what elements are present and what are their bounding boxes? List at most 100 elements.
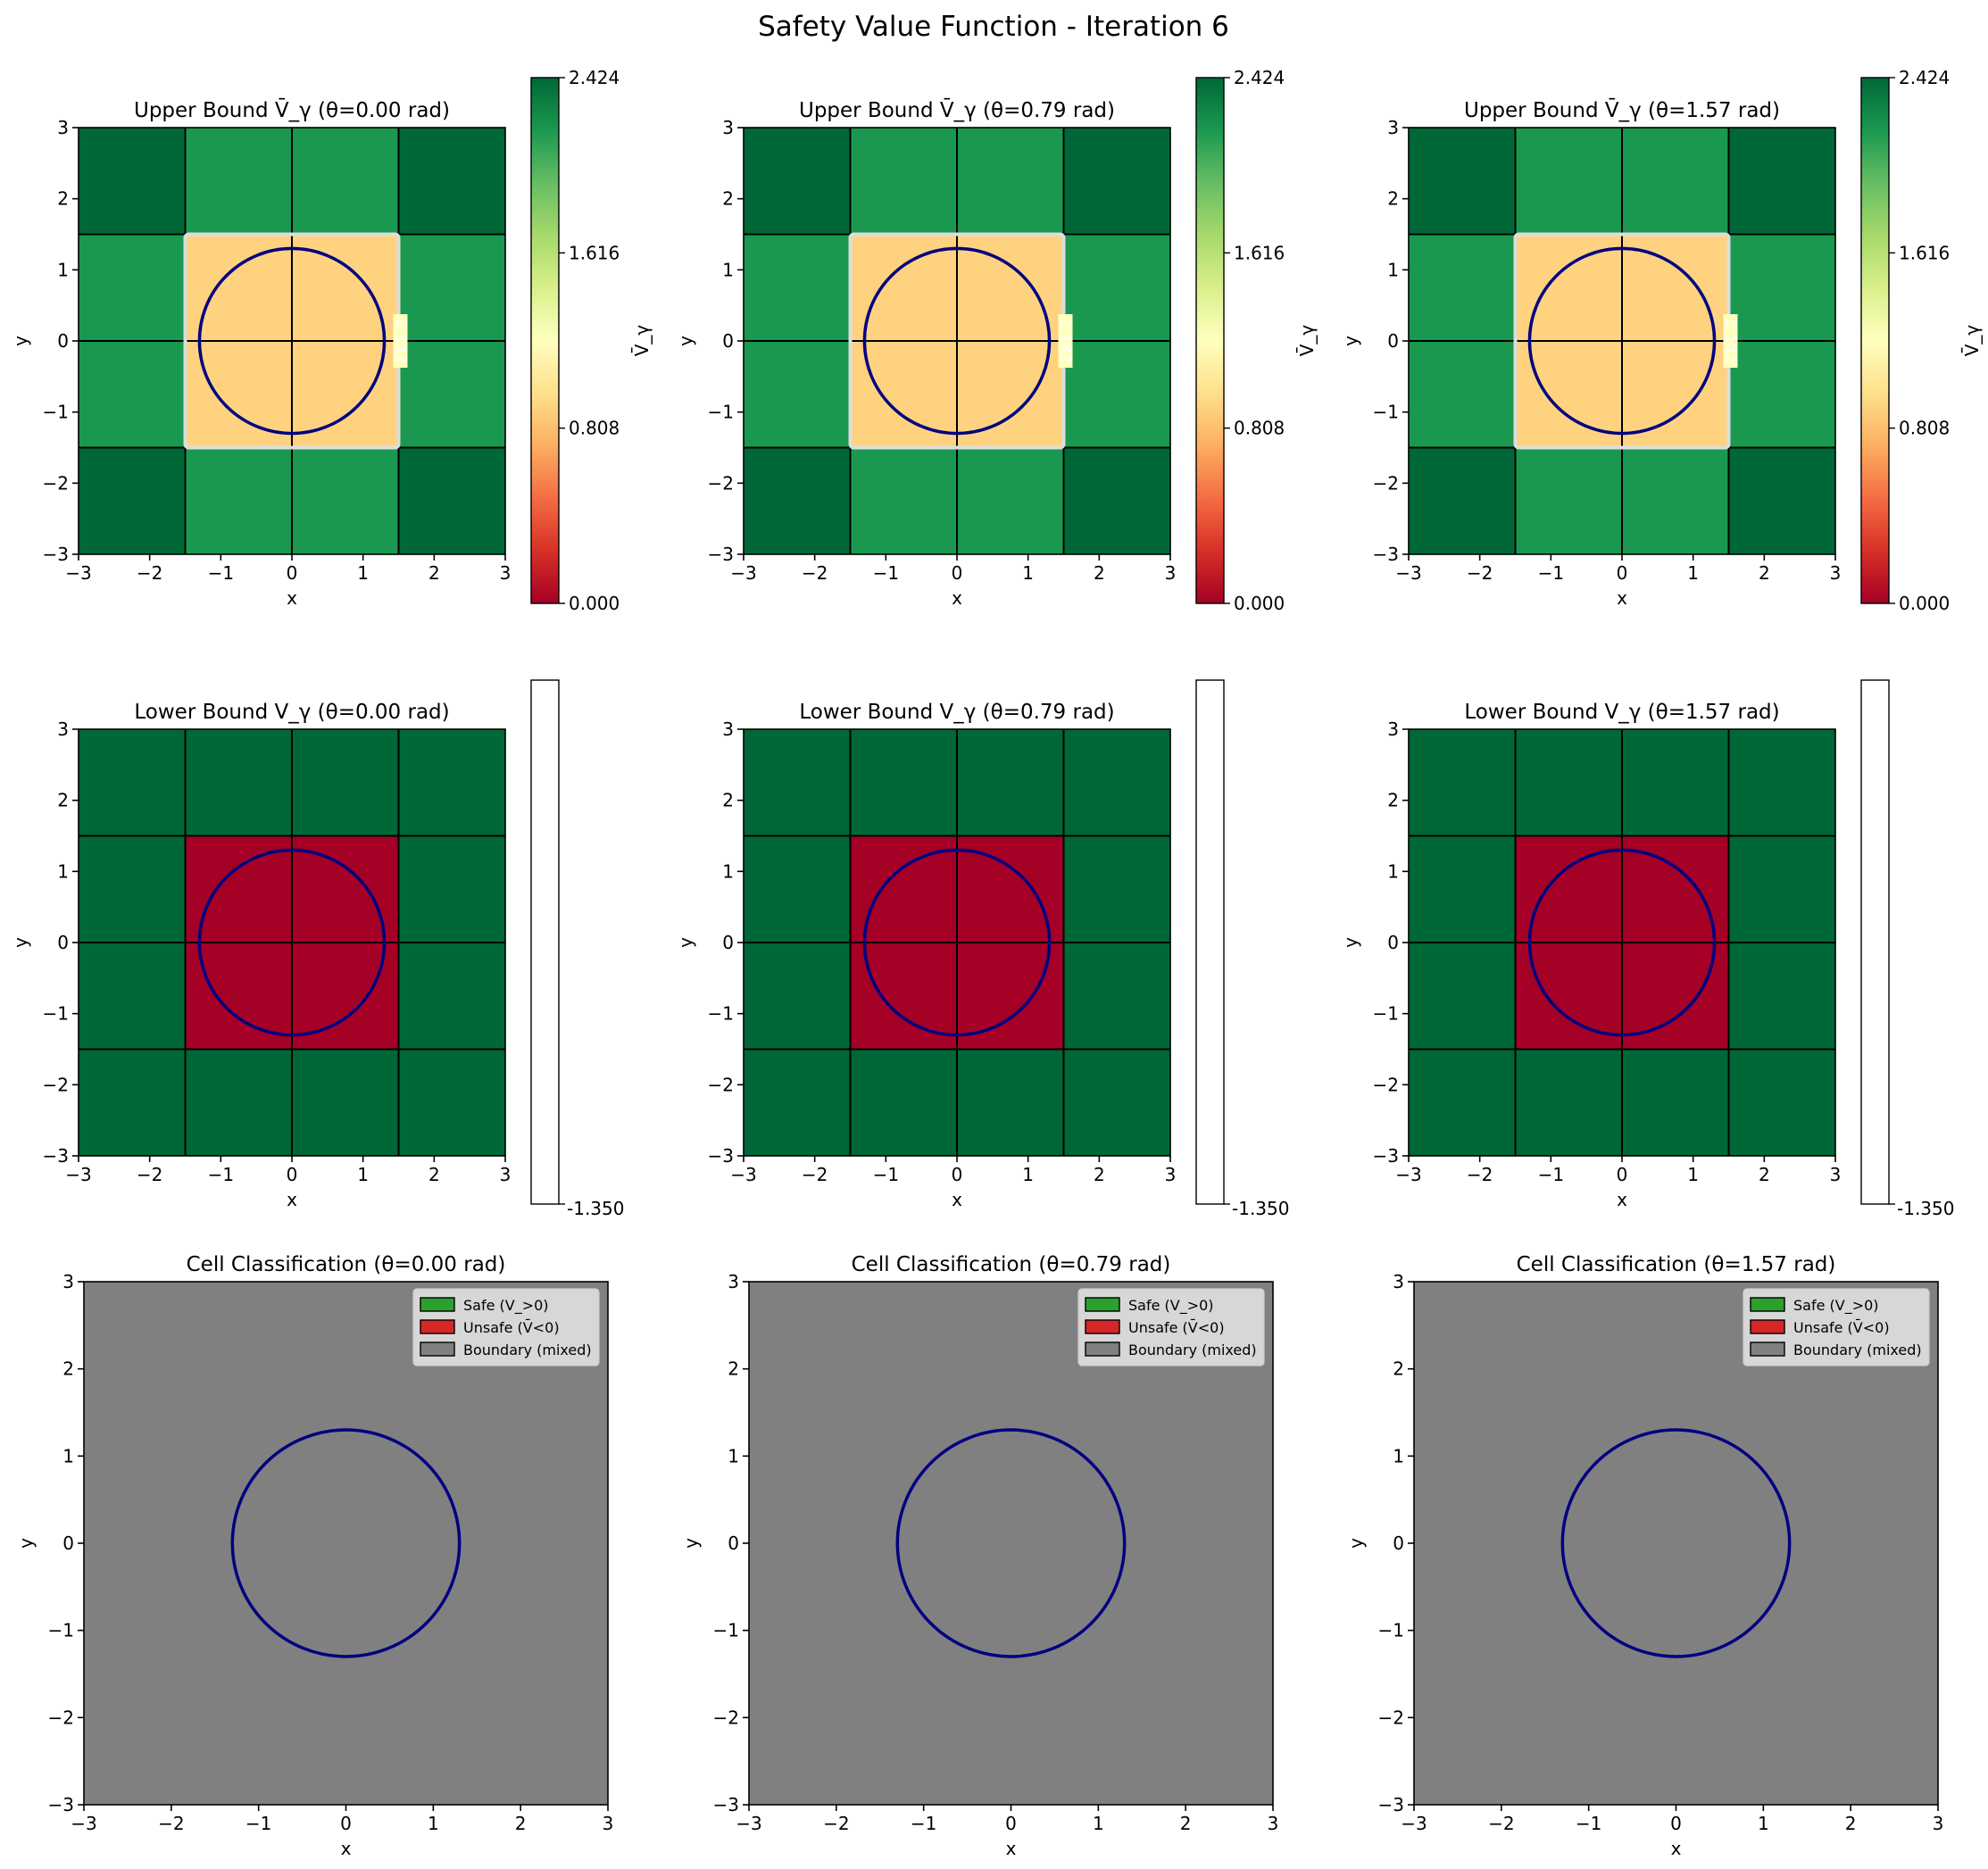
x-tick-label: 1 [1022,1164,1034,1185]
y-tick-label: −1 [708,1003,734,1025]
x-axis-label: x [1617,1189,1627,1210]
obstacle-circle [862,848,1052,1037]
subplot-3: 2.182 −3 −2 −1 0 1 2 3 −3 −2 −1 0 1 2 3 x y Upper Bound V… [1340,67,1983,614]
subplot-9: −3 −2 −1 0 1 2 3 −3 −2 −1 0 1 2 3 x y Cell Classificatio… [1345,1253,1943,1859]
x-tick-label: 2 [515,1813,527,1834]
x-tick-label: −2 [823,1813,849,1834]
x-tick-label: −2 [1488,1813,1514,1834]
legend-boundary-swatch [1085,1342,1120,1357]
legend-safe-label: Safe (V_>0) [463,1297,549,1315]
x-tick-label: 3 [500,562,512,584]
grid-cell [79,234,186,341]
x-tick-label: 3 [1268,1813,1279,1834]
grid-cell [1409,729,1516,836]
y-tick-label: −1 [43,1003,69,1025]
colorbar-tick-label: -1.350 [567,1198,624,1219]
subplot-7: −3 −2 −1 0 1 2 3 −3 −2 −1 0 1 2 3 x y Cell Classificatio… [15,1253,613,1859]
x-tick-label: −3 [1395,1164,1421,1185]
grid-cell [957,729,1064,836]
obstacle-circle [230,1428,462,1658]
x-tick-label: −3 [65,562,91,584]
x-tick-label: 1 [1687,1164,1699,1185]
x-tick-label: 1 [428,1813,439,1834]
x-tick-label: 2 [1845,1813,1857,1834]
y-tick-label: 3 [1393,1271,1404,1292]
grid-cell [744,1049,851,1156]
grid-cell [292,341,399,448]
contour-label-bg [1058,314,1073,368]
y-tick-label: 3 [722,719,734,740]
grid-cell [292,1049,399,1156]
grid-cell [1622,128,1729,235]
x-tick-label: −1 [873,562,899,584]
obstacle-circle [895,1428,1127,1658]
grid-cell [744,943,851,1050]
grid-cell [850,128,957,235]
legend-unsafe-swatch [1085,1319,1120,1334]
x-tick-label: 0 [952,1164,963,1185]
obstacle-circle [197,848,387,1037]
obstacle-circle [1527,848,1717,1037]
grid-cell [1409,128,1516,235]
legend-unsafe-swatch [1750,1319,1785,1334]
y-tick-label: 0 [62,1533,74,1554]
y-tick-label: 2 [1393,1358,1404,1380]
grid-cell [1515,341,1622,448]
x-axis-label: x [1671,1838,1682,1859]
boundary-region [1414,1282,1938,1805]
x-tick-label: −1 [208,562,234,584]
y-tick-label: −2 [43,1074,69,1095]
grid-cell [1409,234,1516,341]
legend-unsafe-swatch [420,1319,455,1334]
x-tick-label: 1 [1758,1813,1769,1834]
grid-cell [1728,234,1835,341]
grid-cell [1728,729,1835,836]
grid-cell [398,835,505,943]
x-tick-label: −3 [71,1813,96,1834]
colorbar-tick-label: -1.350 [1897,1198,1954,1219]
x-tick-label: 2 [1094,562,1105,584]
y-tick-label: −2 [1373,472,1399,494]
y-tick-label: 3 [722,117,734,138]
colorbar [1860,679,1890,1205]
colorbar [530,77,560,604]
x-tick-label: 0 [1617,562,1628,584]
grid-cell [1063,341,1170,448]
y-tick-label: 2 [62,1358,74,1380]
y-axis-label: y [680,1538,702,1549]
x-tick-label: 2 [428,1164,440,1185]
x-tick-label: −3 [1401,1813,1427,1834]
subplot-title: Cell Classification (θ=1.57 rad) [1517,1253,1836,1276]
x-axis-label: x [1617,587,1627,609]
x-tick-label: 0 [952,562,963,584]
legend-boundary-label: Boundary (mixed) [1793,1342,1922,1358]
grid-cell [1622,729,1729,836]
grid-cell [744,341,851,448]
y-tick-label: −3 [713,1794,739,1815]
y-axis-label: y [675,336,696,346]
colorbar [530,679,560,1205]
y-axis-label: y [1345,1538,1367,1549]
grid-cell [79,943,186,1050]
grid-cell [1728,835,1835,943]
x-tick-label: 2 [1094,1164,1105,1185]
grid-cell [79,1049,186,1156]
grid-cell [1409,341,1516,448]
grid-cell [185,128,292,235]
subplot-title: Upper Bound V̄_γ (θ=1.57 rad) [1464,97,1780,122]
x-tick-label: 0 [1005,1813,1017,1834]
colorbar-tick-label: 0.808 [569,418,620,439]
y-tick-label: −3 [1373,544,1399,565]
x-tick-label: 3 [1830,562,1842,584]
colorbar-tick-label: 0.000 [1899,593,1950,614]
subplot-title: Lower Bound V_γ (θ=0.79 rad) [799,701,1114,724]
x-tick-label: −1 [1538,1164,1564,1185]
y-tick-label: −1 [1373,1003,1399,1025]
y-tick-label: −3 [43,1145,69,1167]
grid-cell [850,1049,957,1156]
grid-cell [1728,447,1835,554]
x-tick-label: −3 [1395,562,1421,584]
x-tick-label: 0 [340,1813,352,1834]
grid-cell [1622,835,1729,943]
y-tick-label: −2 [708,472,734,494]
